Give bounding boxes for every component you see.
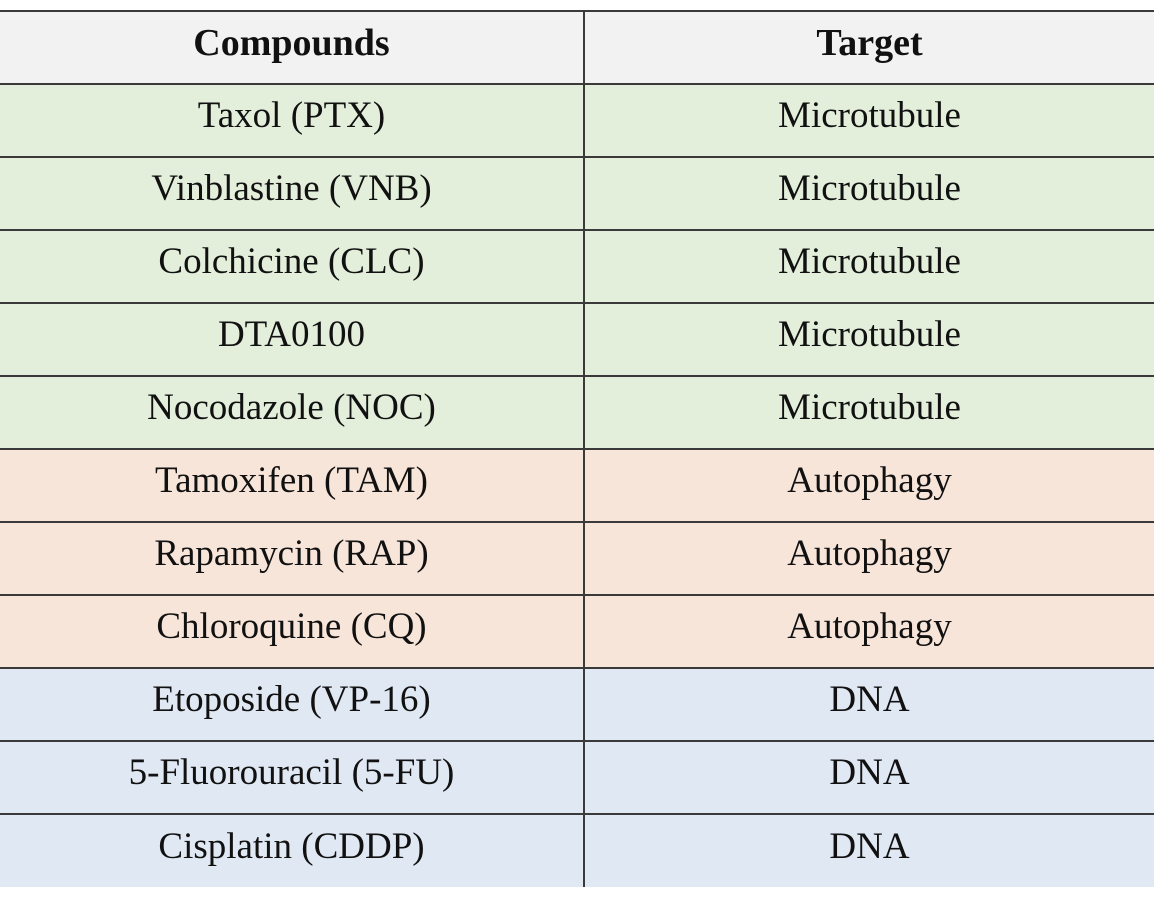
compound-cell: Etoposide (VP-16) <box>0 667 585 742</box>
table-header: Compounds Target <box>0 10 1154 85</box>
compound-cell: Tamoxifen (TAM) <box>0 448 585 523</box>
table-row: Vinblastine (VNB) Microtubule <box>0 156 1154 231</box>
target-cell: DNA <box>583 740 1154 815</box>
table-row: Nocodazole (NOC) Microtubule <box>0 375 1154 450</box>
table-row: Colchicine (CLC) Microtubule <box>0 229 1154 304</box>
table-body: Taxol (PTX) Microtubule Vinblastine (VNB… <box>0 83 1154 887</box>
target-cell: Autophagy <box>583 594 1154 669</box>
compound-cell: 5-Fluorouracil (5-FU) <box>0 740 585 815</box>
header-row: Compounds Target <box>0 10 1154 85</box>
compound-cell: Cisplatin (CDDP) <box>0 813 585 887</box>
compound-target-table: Compounds Target Taxol (PTX) Microtubule… <box>0 10 1154 887</box>
target-cell: Autophagy <box>583 448 1154 523</box>
table-row: Etoposide (VP-16) DNA <box>0 667 1154 742</box>
target-cell: Microtubule <box>583 375 1154 450</box>
header-compounds: Compounds <box>0 10 585 85</box>
table-row: Cisplatin (CDDP) DNA <box>0 813 1154 887</box>
target-cell: DNA <box>583 813 1154 887</box>
table-row: DTA0100 Microtubule <box>0 302 1154 377</box>
target-cell: DNA <box>583 667 1154 742</box>
table-row: Chloroquine (CQ) Autophagy <box>0 594 1154 669</box>
table-row: Rapamycin (RAP) Autophagy <box>0 521 1154 596</box>
header-target: Target <box>583 10 1154 85</box>
table-row: Tamoxifen (TAM) Autophagy <box>0 448 1154 523</box>
compound-cell: Vinblastine (VNB) <box>0 156 585 231</box>
compound-cell: DTA0100 <box>0 302 585 377</box>
target-cell: Microtubule <box>583 156 1154 231</box>
target-cell: Microtubule <box>583 83 1154 158</box>
table-row: 5-Fluorouracil (5-FU) DNA <box>0 740 1154 815</box>
compound-cell: Colchicine (CLC) <box>0 229 585 304</box>
compound-cell: Nocodazole (NOC) <box>0 375 585 450</box>
compound-cell: Chloroquine (CQ) <box>0 594 585 669</box>
table-row: Taxol (PTX) Microtubule <box>0 83 1154 158</box>
compound-cell: Rapamycin (RAP) <box>0 521 585 596</box>
compound-cell: Taxol (PTX) <box>0 83 585 158</box>
target-cell: Microtubule <box>583 302 1154 377</box>
target-cell: Microtubule <box>583 229 1154 304</box>
target-cell: Autophagy <box>583 521 1154 596</box>
compound-table-container: Compounds Target Taxol (PTX) Microtubule… <box>0 10 1154 887</box>
